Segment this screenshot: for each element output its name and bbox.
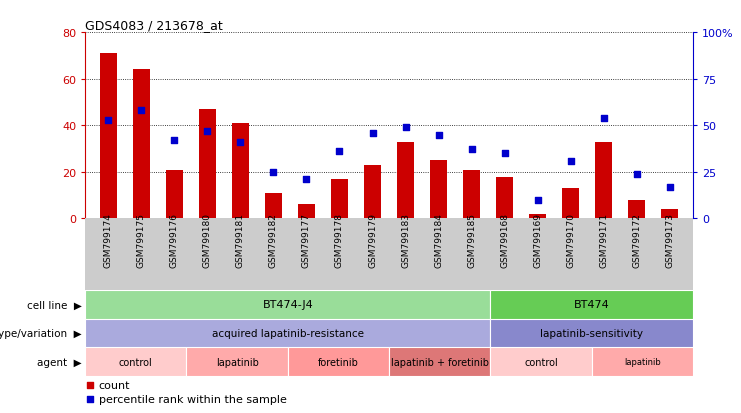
Bar	[232, 123, 249, 219]
Bar	[298, 205, 315, 219]
Point	[631, 171, 642, 178]
Text: lapatinib-sensitivity: lapatinib-sensitivity	[540, 328, 643, 338]
Text: lapatinib + foretinib: lapatinib + foretinib	[391, 357, 488, 367]
Point	[333, 149, 345, 155]
Point	[202, 128, 213, 135]
Bar	[491, 290, 693, 319]
Bar	[463, 170, 480, 219]
Bar	[100, 54, 116, 219]
Bar	[331, 179, 348, 219]
Bar	[397, 142, 413, 219]
Point	[102, 117, 114, 124]
Text: control: control	[524, 357, 558, 367]
Bar	[166, 170, 182, 219]
Bar	[199, 110, 216, 219]
Bar	[529, 214, 546, 219]
Point	[168, 138, 180, 144]
Point	[136, 108, 147, 114]
Point	[84, 396, 96, 402]
Text: BT474-J4: BT474-J4	[262, 300, 313, 310]
Bar	[562, 189, 579, 219]
Bar	[85, 348, 187, 376]
Point	[499, 150, 511, 157]
Bar	[85, 319, 491, 348]
Point	[399, 125, 411, 131]
Point	[234, 140, 246, 146]
Text: BT474: BT474	[574, 300, 609, 310]
Bar	[133, 70, 150, 219]
Bar	[662, 209, 678, 219]
Point	[532, 197, 544, 204]
Point	[433, 132, 445, 139]
Text: genotype/variation  ▶: genotype/variation ▶	[0, 328, 82, 338]
Bar	[288, 348, 389, 376]
Bar	[591, 348, 693, 376]
Text: foretinib: foretinib	[318, 357, 359, 367]
Bar	[85, 290, 491, 319]
Bar	[491, 348, 591, 376]
Bar	[265, 193, 282, 219]
Point	[268, 169, 279, 176]
Bar	[365, 166, 381, 219]
Bar	[596, 142, 612, 219]
Bar	[187, 348, 288, 376]
Point	[84, 382, 96, 388]
Point	[598, 115, 610, 122]
Text: lapatinib: lapatinib	[624, 357, 660, 366]
Text: control: control	[119, 357, 153, 367]
Text: acquired lapatinib-resistance: acquired lapatinib-resistance	[212, 328, 364, 338]
Point	[367, 130, 379, 137]
Bar	[491, 319, 693, 348]
Point	[301, 176, 313, 183]
Text: cell line  ▶: cell line ▶	[27, 300, 82, 310]
Text: GDS4083 / 213678_at: GDS4083 / 213678_at	[85, 19, 223, 32]
Bar	[496, 177, 513, 219]
Bar	[628, 200, 645, 219]
Point	[465, 147, 477, 154]
Text: lapatinib: lapatinib	[216, 357, 259, 367]
Point	[565, 158, 576, 164]
Text: agent  ▶: agent ▶	[37, 357, 82, 367]
Bar	[389, 348, 491, 376]
Bar	[431, 161, 447, 219]
Text: count: count	[99, 380, 130, 390]
Point	[664, 184, 676, 190]
Text: percentile rank within the sample: percentile rank within the sample	[99, 394, 287, 404]
